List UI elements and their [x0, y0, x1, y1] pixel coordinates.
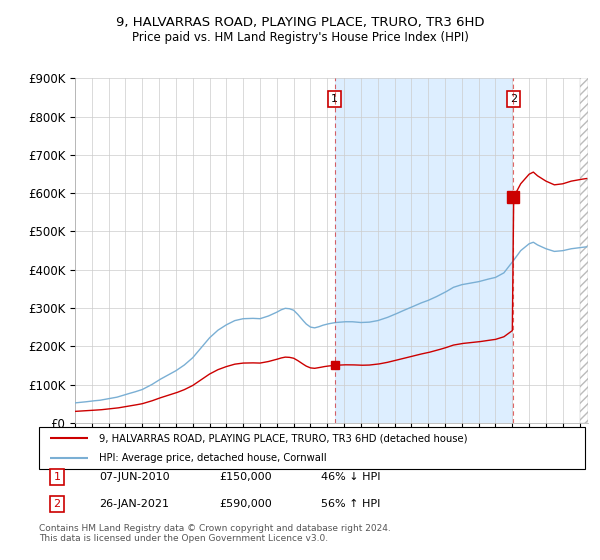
- Text: 9, HALVARRAS ROAD, PLAYING PLACE, TRURO, TR3 6HD (detached house): 9, HALVARRAS ROAD, PLAYING PLACE, TRURO,…: [99, 433, 467, 444]
- Text: 56% ↑ HPI: 56% ↑ HPI: [321, 499, 380, 509]
- Text: £590,000: £590,000: [219, 499, 272, 509]
- Bar: [335, 78, 514, 423]
- Text: £150,000: £150,000: [219, 472, 272, 482]
- Text: 07-JUN-2010: 07-JUN-2010: [99, 472, 170, 482]
- Text: 9, HALVARRAS ROAD, PLAYING PLACE, TRURO, TR3 6HD: 9, HALVARRAS ROAD, PLAYING PLACE, TRURO,…: [116, 16, 484, 29]
- Text: 1: 1: [331, 94, 338, 104]
- Text: Price paid vs. HM Land Registry's House Price Index (HPI): Price paid vs. HM Land Registry's House …: [131, 31, 469, 44]
- Text: 26-JAN-2021: 26-JAN-2021: [99, 499, 169, 509]
- Text: HPI: Average price, detached house, Cornwall: HPI: Average price, detached house, Corn…: [99, 453, 326, 463]
- Text: Contains HM Land Registry data © Crown copyright and database right 2024.: Contains HM Land Registry data © Crown c…: [39, 524, 391, 533]
- Text: 2: 2: [510, 94, 517, 104]
- Text: This data is licensed under the Open Government Licence v3.0.: This data is licensed under the Open Gov…: [39, 534, 328, 543]
- FancyBboxPatch shape: [39, 427, 585, 469]
- Bar: [580, 78, 588, 423]
- Text: 2: 2: [53, 499, 61, 509]
- Text: 46% ↓ HPI: 46% ↓ HPI: [321, 472, 380, 482]
- Text: 1: 1: [53, 472, 61, 482]
